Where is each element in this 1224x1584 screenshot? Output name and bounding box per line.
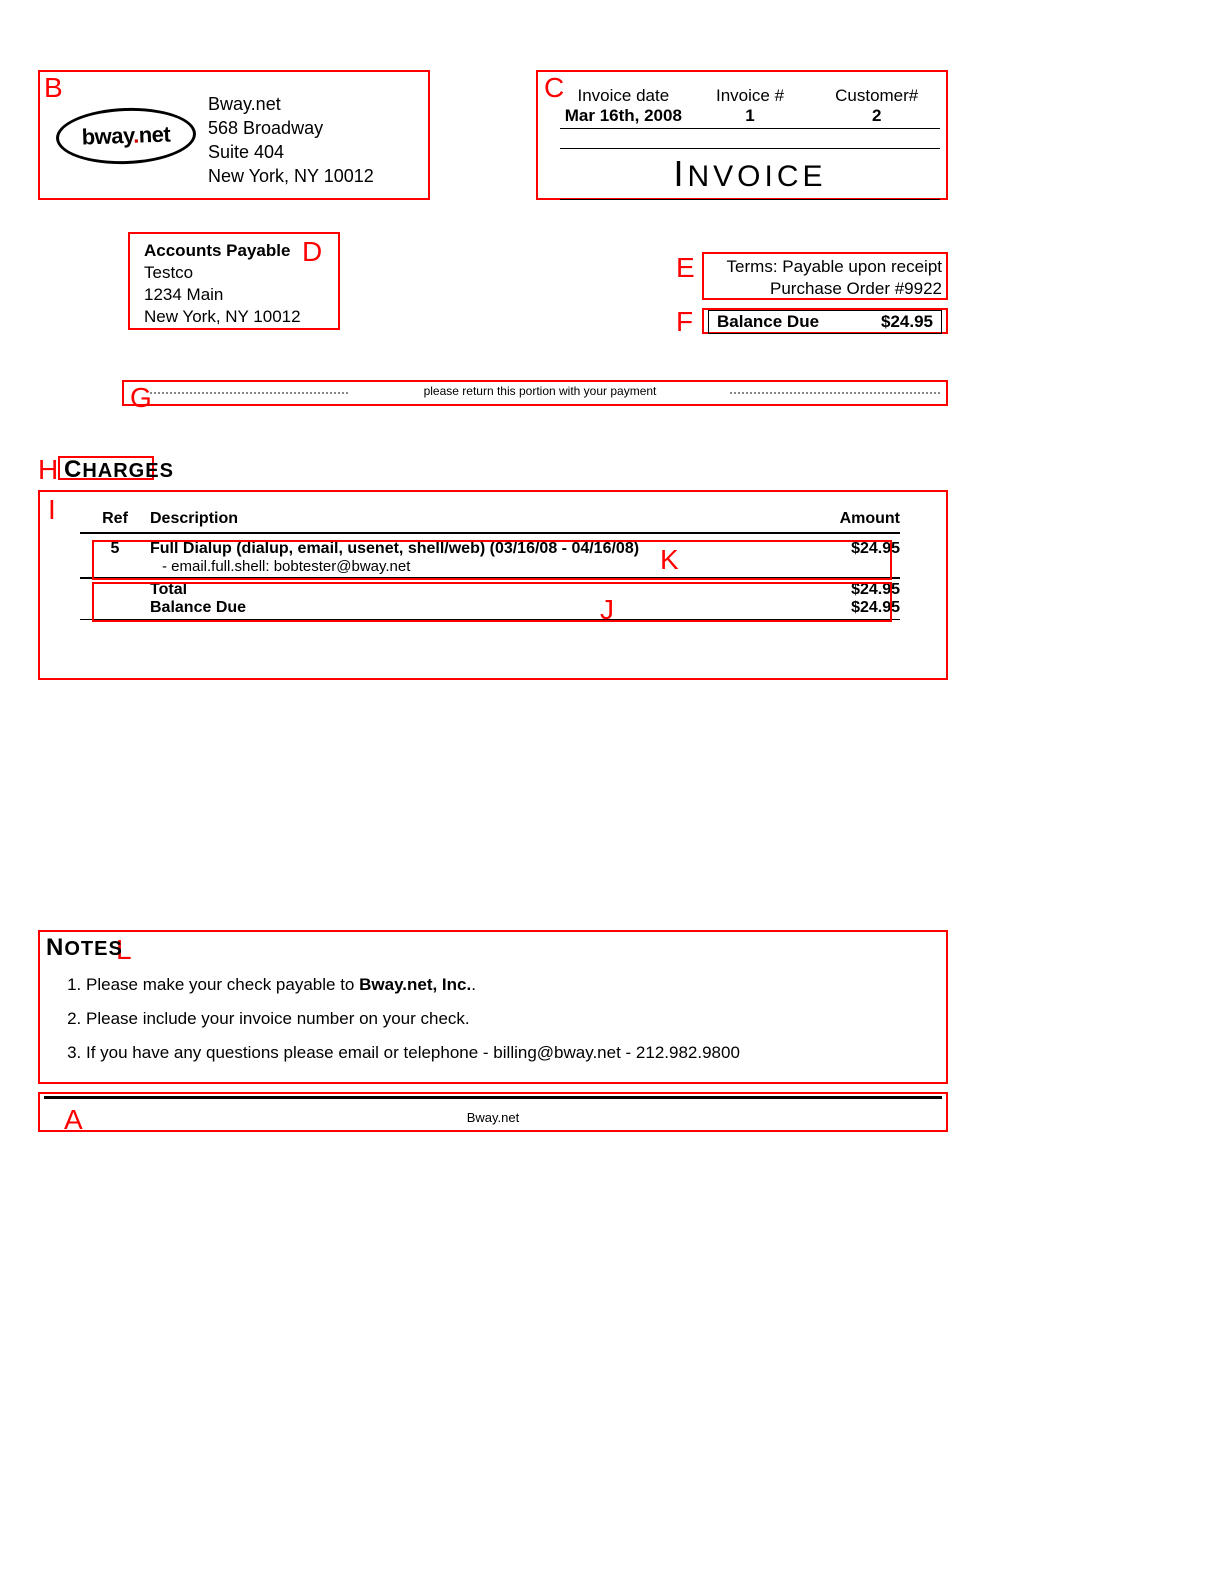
note-pre: Please make your check payable to [86, 975, 359, 994]
note-item: Please make your check payable to Bway.n… [86, 968, 740, 1002]
invoice-num-value: 1 [687, 106, 814, 126]
note-item: Please include your invoice number on yo… [86, 1002, 740, 1036]
invoice-meta: Invoice date Invoice # Customer# Mar 16t… [560, 86, 940, 129]
region-totals [92, 582, 892, 622]
bill-to-company: Testco [144, 262, 301, 284]
region-line-item [92, 540, 892, 580]
tearline-text: please return this portion with your pay… [350, 384, 730, 398]
terms-line1: Terms: Payable upon receipt [706, 256, 942, 278]
company-addr2: Suite 404 [208, 140, 374, 164]
note-item: If you have any questions please email o… [86, 1036, 740, 1070]
bill-to-attn: Accounts Payable [144, 240, 301, 262]
annotation-H: H [38, 454, 58, 486]
balance-due-label: Balance Due [717, 312, 819, 332]
company-city: New York, NY 10012 [208, 164, 374, 188]
invoice-title: INVOICE [560, 148, 940, 200]
invoice-date-label: Invoice date [560, 86, 687, 106]
annotation-J: J [600, 594, 614, 626]
notes-heading: NOTES [46, 934, 123, 962]
terms-line2: Purchase Order #9922 [706, 278, 942, 300]
annotation-F: F [676, 306, 693, 338]
note-pre: If you have any questions please email o… [86, 1043, 740, 1062]
company-addr1: 568 Broadway [208, 116, 374, 140]
company-name: Bway.net [208, 92, 374, 116]
note-pre: Please include your invoice number on yo… [86, 1009, 470, 1028]
charges-header-row: Ref Description Amount [80, 510, 900, 534]
annotation-G: G [130, 382, 152, 414]
annotation-E: E [676, 252, 695, 284]
note-bold: Bway.net, Inc. [359, 975, 471, 994]
invoice-title-rest: NVOICE [687, 160, 826, 193]
customer-num-label: Customer# [813, 86, 940, 106]
notes-list: Please make your check payable to Bway.n… [60, 968, 740, 1070]
col-desc: Description [150, 510, 790, 528]
annotation-D: D [302, 236, 322, 268]
annotation-K: K [660, 544, 679, 576]
col-amount: Amount [790, 510, 900, 528]
col-ref: Ref [80, 510, 150, 528]
logo-text-main: bway [81, 123, 133, 150]
company-address: Bway.net 568 Broadway Suite 404 New York… [208, 92, 374, 188]
footer-rule [44, 1096, 942, 1099]
invoice-date-value: Mar 16th, 2008 [560, 106, 687, 126]
bill-to-city: New York, NY 10012 [144, 306, 301, 328]
footer-text: Bway.net [44, 1110, 942, 1125]
customer-num-value: 2 [813, 106, 940, 126]
invoice-num-label: Invoice # [687, 86, 814, 106]
balance-due-box: Balance Due $24.95 [708, 310, 942, 334]
balance-due-amount: $24.95 [881, 312, 933, 332]
annotation-B: B [44, 72, 63, 104]
logo-text-suffix: net [138, 121, 170, 147]
terms: Terms: Payable upon receipt Purchase Ord… [706, 256, 942, 300]
bill-to: Accounts Payable Testco 1234 Main New Yo… [144, 240, 301, 328]
annotation-I: I [48, 494, 56, 526]
note-post: . [471, 975, 476, 994]
bill-to-addr: 1234 Main [144, 284, 301, 306]
charges-heading: CHARGES [64, 456, 174, 484]
company-logo: bway.net [56, 108, 196, 164]
